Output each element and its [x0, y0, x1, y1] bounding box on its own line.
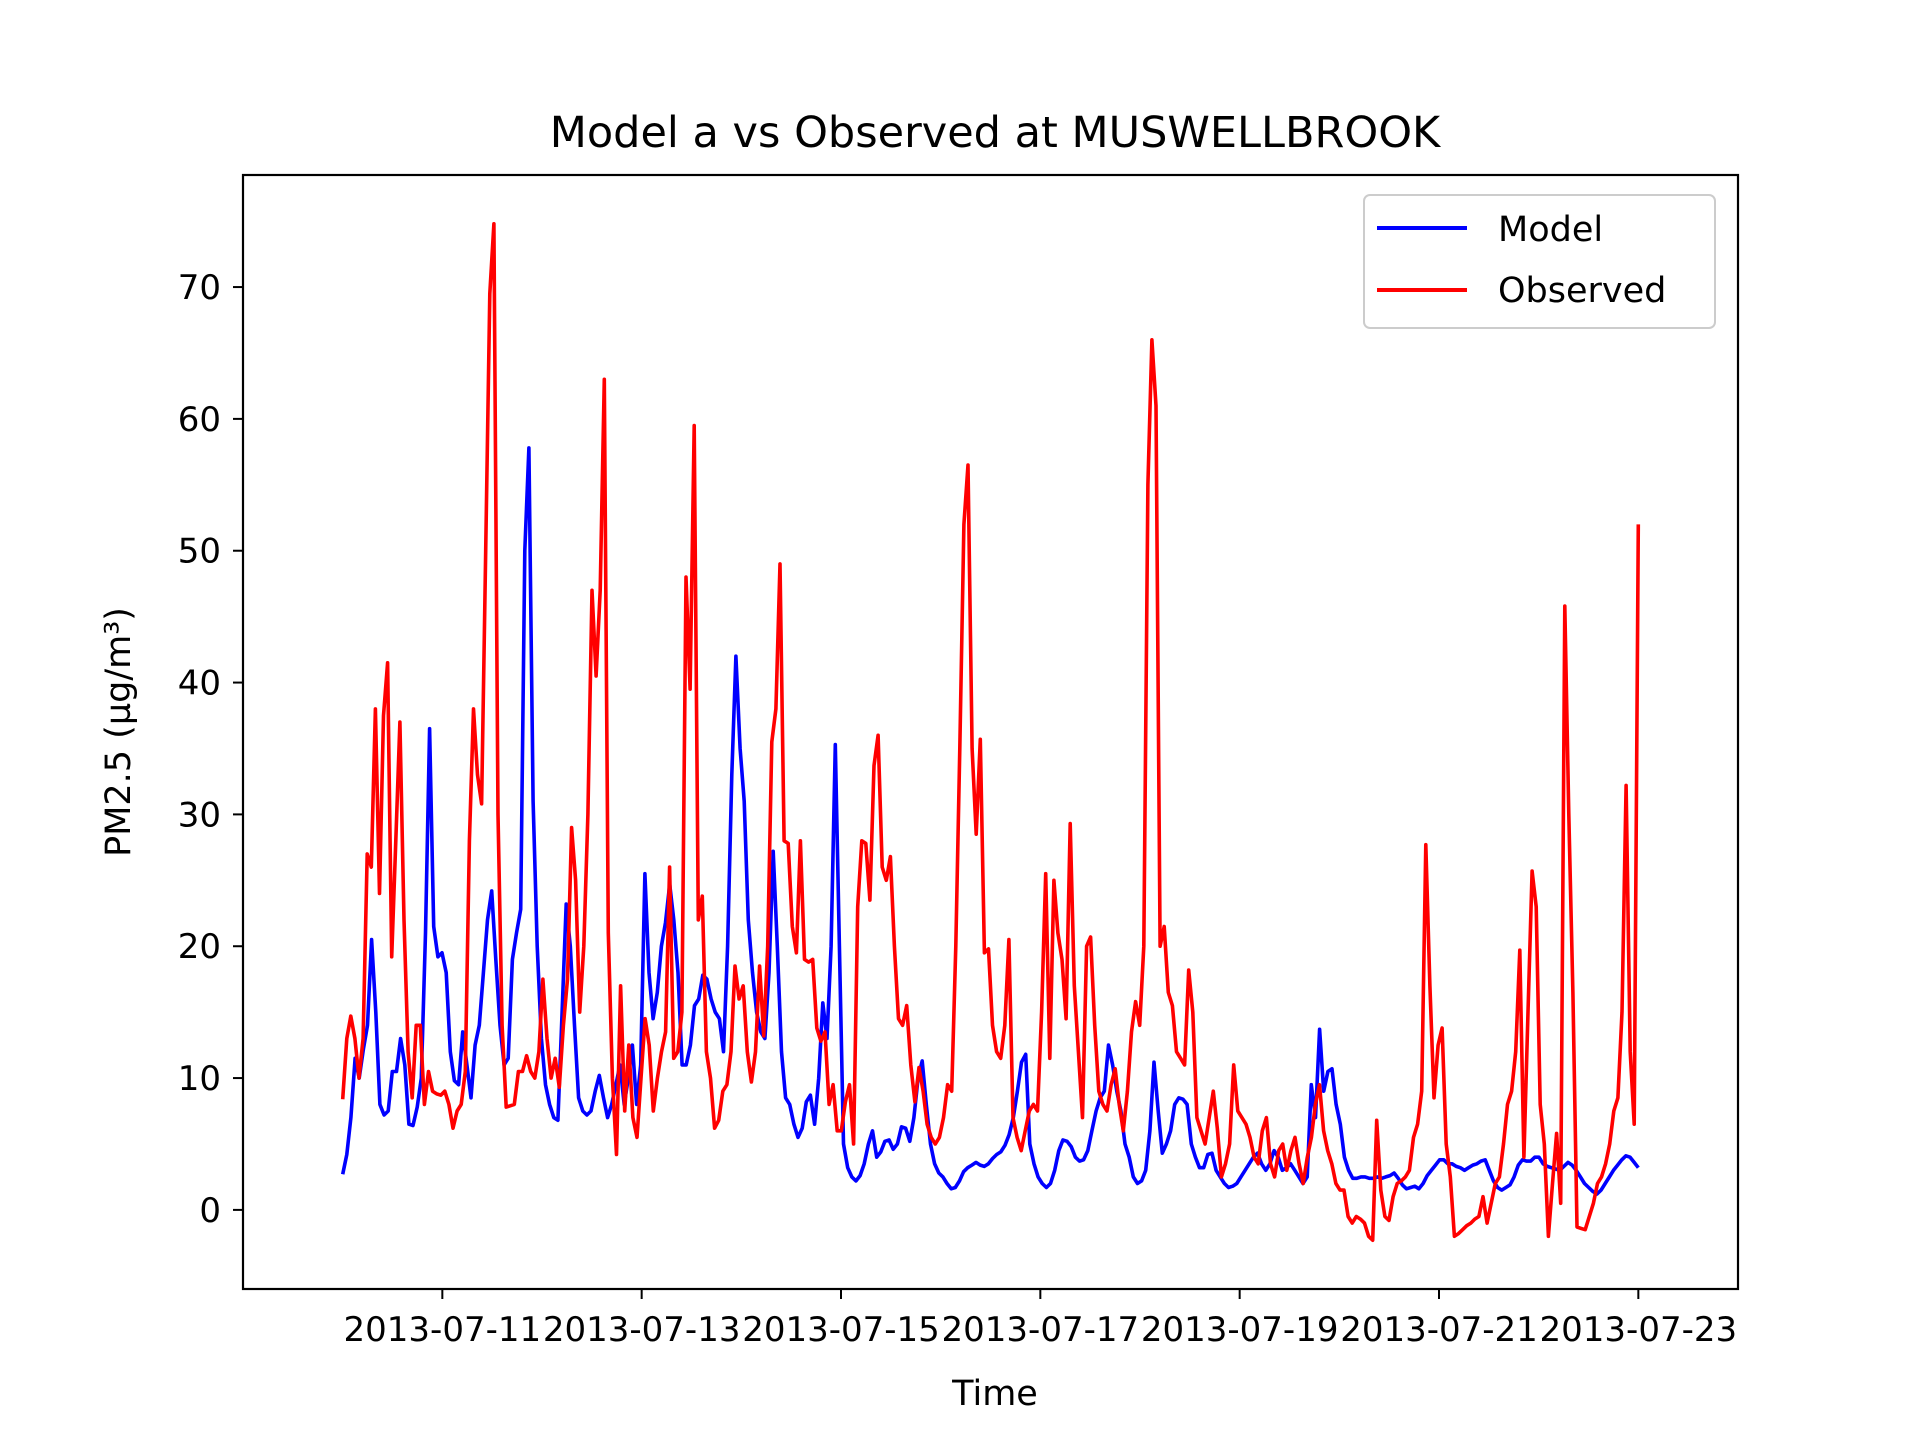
legend-label-model: Model	[1498, 210, 1603, 250]
y-tick-label: 70	[178, 268, 221, 308]
plot-frame	[241, 173, 1740, 1291]
x-tick-label: 2013-07-21	[1340, 1310, 1538, 1350]
chart-title: Model a vs Observed at MUSWELLBROOK	[550, 108, 1442, 158]
y-tick-label: 60	[178, 400, 221, 440]
y-tick-label: 10	[178, 1059, 221, 1099]
x-tick-label: 2013-07-13	[543, 1310, 741, 1350]
y-tick-label: 30	[178, 795, 221, 835]
y-axis-label: PM2.5 (µg/m³)	[99, 607, 139, 857]
series-line-observed	[340, 222, 1641, 1242]
series-line-model	[340, 446, 1640, 1196]
x-axis-label: Time	[951, 1374, 1038, 1414]
legend-label-observed: Observed	[1498, 271, 1666, 311]
y-tick-label: 0	[199, 1191, 221, 1231]
y-tick-label: 40	[178, 664, 221, 704]
legend[interactable]: Model Observed	[1363, 194, 1716, 329]
y-axis: 0 10 20 30 40 50 60 70	[178, 268, 243, 1231]
x-tick-label: 2013-07-15	[742, 1310, 940, 1350]
x-tick-label: 2013-07-11	[344, 1310, 542, 1350]
x-axis: 2013-07-11 2013-07-13 2013-07-15 2013-07-17…	[344, 1289, 1738, 1350]
y-tick-label: 50	[178, 532, 221, 572]
y-tick-label: 20	[178, 927, 221, 967]
x-tick-label: 2013-07-17	[942, 1310, 1140, 1350]
x-tick-label: 2013-07-23	[1540, 1310, 1738, 1350]
x-tick-label: 2013-07-19	[1141, 1310, 1339, 1350]
series-layer	[340, 222, 1641, 1242]
